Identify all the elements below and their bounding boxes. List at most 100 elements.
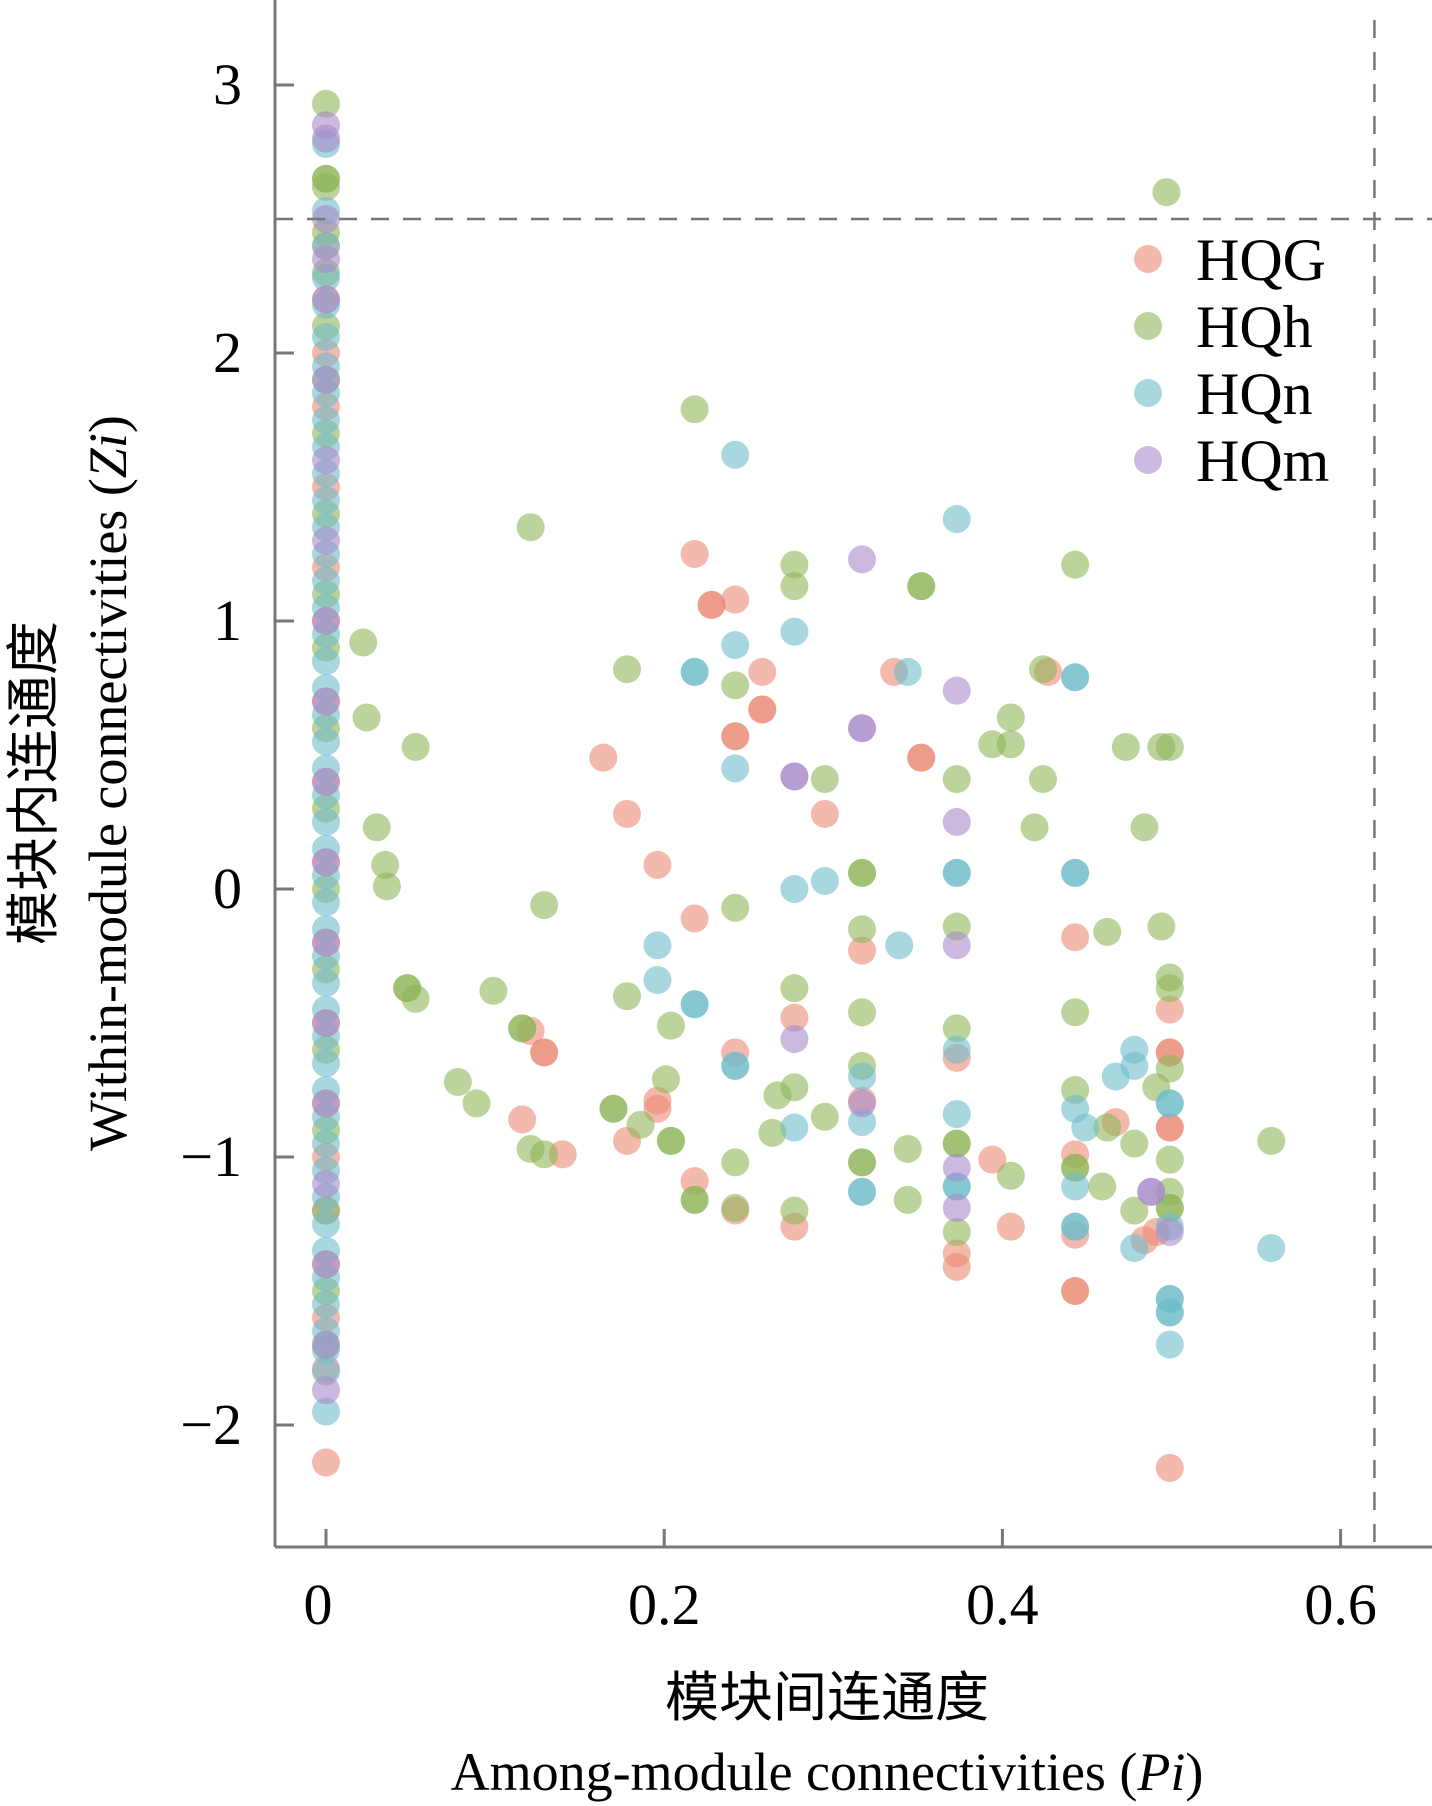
data-point-HQG bbox=[680, 540, 709, 568]
data-point-HQh bbox=[893, 1134, 922, 1163]
data-point-HQm bbox=[312, 848, 340, 877]
data-point-HQn bbox=[780, 617, 809, 646]
data-point-HQn bbox=[942, 858, 971, 887]
data-point-HQn bbox=[942, 1035, 971, 1064]
data-point-HQh bbox=[612, 655, 641, 684]
data-point-HQm bbox=[942, 931, 971, 960]
data-point-HQm bbox=[942, 1153, 971, 1182]
points-layer bbox=[312, 89, 1286, 1482]
legend-marker-HQm bbox=[1134, 446, 1162, 474]
data-point-HQn bbox=[312, 566, 340, 595]
data-point-HQn bbox=[885, 931, 914, 960]
data-point-HQm bbox=[312, 1009, 340, 1037]
series-HQm bbox=[312, 111, 1184, 1405]
data-point-HQh bbox=[352, 703, 381, 732]
data-point-HQh bbox=[848, 858, 877, 887]
legend-label-HQn: HQn bbox=[1196, 361, 1313, 427]
data-point-HQm bbox=[942, 808, 971, 836]
data-point-HQh bbox=[612, 982, 641, 1011]
data-point-HQh bbox=[780, 572, 809, 601]
data-point-HQh bbox=[530, 891, 559, 920]
data-point-HQG bbox=[748, 657, 777, 686]
data-point-HQm bbox=[312, 928, 340, 957]
data-point-HQh bbox=[656, 1011, 685, 1040]
x-tick-label: 0.2 bbox=[628, 1572, 701, 1637]
data-point-HQm bbox=[312, 1330, 340, 1359]
data-point-HQm bbox=[312, 205, 340, 233]
data-point-HQh bbox=[371, 850, 400, 879]
data-point-HQm bbox=[312, 365, 340, 394]
data-point-HQh bbox=[758, 1118, 787, 1147]
data-point-HQG bbox=[942, 1252, 971, 1281]
data-point-HQh bbox=[1155, 1054, 1184, 1083]
data-point-HQh bbox=[530, 1140, 559, 1169]
data-point-HQh bbox=[401, 984, 430, 1013]
y-tick-label: −1 bbox=[180, 1124, 242, 1189]
data-point-HQm bbox=[942, 676, 971, 705]
data-point-HQm bbox=[312, 687, 340, 716]
data-point-HQh bbox=[893, 1185, 922, 1214]
data-point-HQn bbox=[1120, 1051, 1149, 1080]
data-point-HQn bbox=[721, 754, 750, 783]
legend-label-HQm: HQm bbox=[1196, 428, 1329, 494]
legend-marker-HQh bbox=[1134, 312, 1162, 340]
legend-marker-HQG bbox=[1134, 245, 1162, 273]
data-point-HQG bbox=[721, 722, 750, 751]
data-point-HQh bbox=[349, 628, 378, 657]
data-point-HQh bbox=[1120, 1129, 1149, 1158]
data-point-HQm bbox=[780, 1025, 809, 1054]
data-point-HQm bbox=[312, 446, 340, 475]
data-point-HQn bbox=[780, 875, 809, 903]
ticks-layer: 3 2 1 0 −1 −2 0 0.2 0.4 0.6 bbox=[180, 52, 1377, 1637]
data-point-HQm bbox=[1155, 1218, 1184, 1247]
data-point-HQh bbox=[721, 1193, 750, 1222]
data-point-HQn bbox=[680, 657, 709, 686]
data-point-HQG bbox=[643, 850, 672, 879]
data-point-HQh bbox=[1028, 655, 1057, 684]
data-point-HQh bbox=[942, 1129, 971, 1158]
data-point-HQh bbox=[1147, 912, 1176, 941]
legend-marker-HQn bbox=[1134, 379, 1162, 407]
data-point-HQn bbox=[1155, 1330, 1184, 1359]
data-point-HQn bbox=[893, 657, 922, 686]
data-point-HQn bbox=[312, 647, 340, 676]
data-point-HQh bbox=[443, 1067, 472, 1096]
y-tick-label: 0 bbox=[213, 856, 242, 921]
data-point-HQm bbox=[848, 1089, 877, 1118]
data-point-HQm bbox=[312, 1376, 340, 1405]
x-axis-title-cn: 模块间连通度 bbox=[665, 1668, 989, 1728]
data-point-HQn bbox=[312, 727, 340, 756]
data-point-HQm bbox=[312, 1169, 340, 1198]
data-point-HQh bbox=[1093, 917, 1122, 946]
data-point-HQh bbox=[516, 513, 545, 542]
x-tick-label: 0.4 bbox=[966, 1572, 1039, 1637]
data-point-HQG bbox=[907, 743, 936, 772]
data-point-HQn bbox=[942, 505, 971, 534]
data-point-HQG bbox=[1061, 923, 1090, 952]
data-point-HQn bbox=[312, 1129, 340, 1158]
data-point-HQh bbox=[721, 1148, 750, 1177]
data-point-HQh bbox=[1028, 765, 1057, 794]
data-point-HQG bbox=[810, 799, 839, 828]
data-point-HQn bbox=[1071, 1113, 1100, 1142]
data-point-HQn bbox=[312, 968, 340, 997]
data-point-HQh bbox=[780, 974, 809, 1003]
y-tick-label: 3 bbox=[213, 52, 242, 117]
data-point-HQm bbox=[312, 607, 340, 635]
data-point-HQh bbox=[942, 765, 971, 794]
data-point-HQh bbox=[721, 671, 750, 700]
data-point-HQG bbox=[530, 1038, 559, 1067]
data-point-HQG bbox=[1061, 1277, 1090, 1305]
data-point-HQh bbox=[1093, 1113, 1122, 1142]
data-point-HQm bbox=[780, 762, 809, 791]
data-point-HQh bbox=[996, 730, 1025, 759]
data-point-HQn bbox=[643, 966, 672, 995]
data-point-HQh bbox=[780, 550, 809, 579]
data-point-HQm bbox=[942, 1193, 971, 1222]
data-point-HQn bbox=[312, 1049, 340, 1078]
data-point-HQn bbox=[1061, 858, 1090, 887]
data-point-HQm bbox=[312, 767, 340, 796]
data-point-HQG bbox=[680, 904, 709, 933]
data-point-HQh bbox=[848, 1148, 877, 1177]
data-point-HQh bbox=[780, 1196, 809, 1225]
